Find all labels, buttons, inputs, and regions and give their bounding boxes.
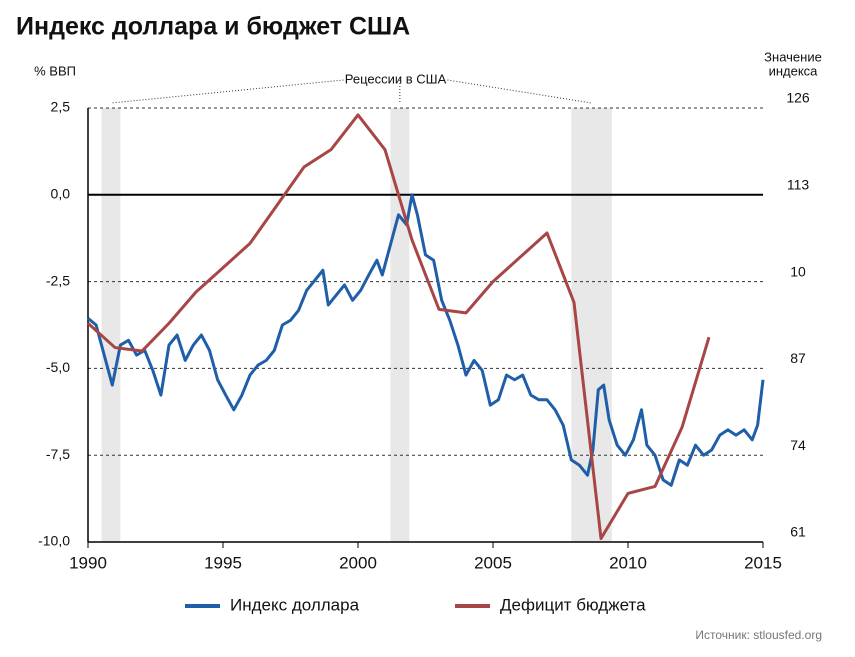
y2-tick-label: 113 (787, 177, 810, 193)
x-tick-label: 2000 (339, 553, 377, 572)
x-tick-label: 1995 (204, 553, 242, 572)
chart-title: Индекс доллара и бюджет США (16, 13, 410, 41)
x-tick-label: 2010 (609, 553, 647, 572)
source: Источник: stlousfed.org (695, 628, 822, 642)
legend-label: Дефицит бюджета (500, 595, 646, 614)
y-tick-label: -5,0 (46, 359, 70, 375)
recession-band (101, 108, 121, 542)
y-tick-label: -7,5 (46, 446, 70, 462)
y2-axis-label: Значение (764, 49, 822, 64)
y2-tick-label: 126 (786, 90, 810, 106)
y-tick-label: -10,0 (38, 533, 70, 549)
y-tick-label: -2,5 (46, 272, 70, 288)
x-tick-label: 2015 (744, 553, 782, 572)
y-tick-label: 0,0 (51, 186, 71, 202)
y2-tick-label: 10 (790, 263, 806, 279)
legend-label: Индекс доллара (230, 595, 360, 614)
y-axis-label: % ВВП (34, 63, 76, 78)
annotation-connector (110, 79, 344, 104)
x-tick-label: 1990 (69, 553, 107, 572)
y2-axis-label: индекса (769, 63, 819, 78)
annotation: Рецессии в США (345, 71, 447, 86)
annotation-connector (447, 79, 592, 104)
series-line (86, 113, 711, 541)
y2-tick-label: 74 (790, 437, 806, 453)
y2-tick-label: 87 (790, 350, 806, 366)
y-tick-label: 2,5 (51, 99, 71, 115)
series-line (87, 193, 765, 487)
x-tick-label: 2005 (474, 553, 512, 572)
y2-tick-label: 61 (790, 524, 806, 540)
